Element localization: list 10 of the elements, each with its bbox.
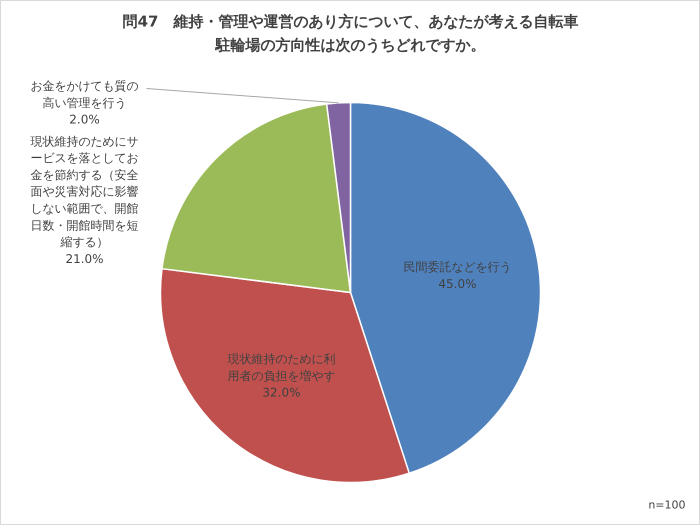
data-label: 21.0% bbox=[65, 252, 104, 266]
slice-label: 民間委託などを行う bbox=[403, 260, 512, 274]
text: n=100 bbox=[648, 498, 686, 512]
data-label: 45.0% bbox=[438, 276, 477, 291]
slice-label: 現状維持のためにサービスを落としてお金を節約する（安全面や災害対応に影響しない範囲で、開館日数・開館時間を短縮する） bbox=[30, 134, 138, 250]
slice-label: 現状維持のために利用者の負担を増やす bbox=[227, 352, 336, 383]
slice-label: お金をかけても質の高い管理を行う bbox=[30, 79, 138, 110]
chart-title: 問47 維持・管理や運営のあり方について、あなたが考える自転車駐輪場の方向性は次のうちどれですか。 bbox=[122, 12, 578, 54]
data-label: 2.0% bbox=[69, 112, 100, 127]
data-label: 32.0% bbox=[262, 386, 301, 400]
